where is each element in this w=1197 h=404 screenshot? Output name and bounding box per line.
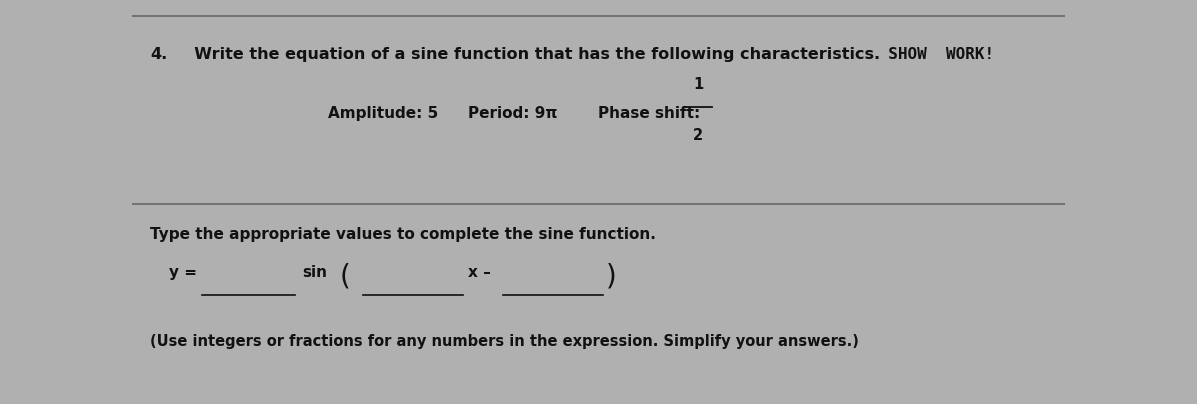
Text: sin: sin xyxy=(303,265,328,280)
Text: Write the equation of a sine function that has the following characteristics.: Write the equation of a sine function th… xyxy=(183,47,880,62)
Text: Amplitude: 5: Amplitude: 5 xyxy=(328,105,438,121)
Text: 1: 1 xyxy=(693,77,704,93)
Text: 4.: 4. xyxy=(151,47,168,62)
Text: Type the appropriate values to complete the sine function.: Type the appropriate values to complete … xyxy=(151,227,656,242)
Text: (Use integers or fractions for any numbers in the expression. Simplify your answ: (Use integers or fractions for any numbe… xyxy=(151,334,859,349)
Text: x –: x – xyxy=(468,265,491,280)
Text: SHOW  WORK!: SHOW WORK! xyxy=(869,47,995,62)
Text: (: ( xyxy=(340,263,351,291)
Text: 2: 2 xyxy=(693,128,704,143)
Text: Period: 9π: Period: 9π xyxy=(468,105,557,121)
Text: ): ) xyxy=(606,263,616,291)
Text: y =: y = xyxy=(169,265,198,280)
Text: Phase shift:: Phase shift: xyxy=(598,105,700,121)
